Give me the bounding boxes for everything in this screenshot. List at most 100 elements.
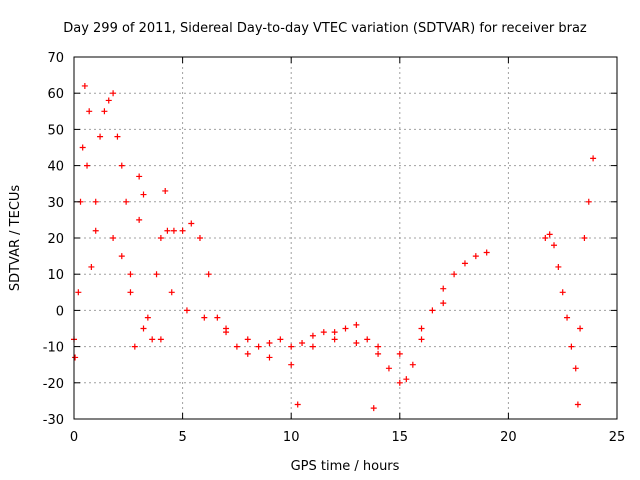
data-point [255, 343, 262, 350]
data-point [409, 361, 416, 368]
data-point [574, 401, 581, 408]
data-point [266, 354, 273, 361]
data-point [483, 249, 490, 256]
data-point [170, 227, 177, 234]
data-point [201, 314, 208, 321]
y-tick-label: 70 [47, 51, 64, 66]
data-point [140, 191, 147, 198]
data-point [577, 325, 584, 332]
data-point [331, 336, 338, 343]
data-point [183, 307, 190, 314]
data-point [105, 97, 112, 104]
data-point [353, 339, 360, 346]
data-point [88, 263, 95, 270]
y-tick-label: -20 [43, 377, 64, 392]
data-point [127, 271, 134, 278]
data-point [581, 235, 588, 241]
y-tick-label: 10 [47, 268, 64, 283]
data-point [375, 343, 382, 350]
data-point [461, 260, 468, 267]
data-point [590, 155, 597, 162]
data-point [123, 198, 130, 205]
data-point [131, 343, 138, 350]
data-point [144, 314, 151, 321]
data-point [233, 343, 240, 350]
data-point [72, 354, 79, 361]
data-point [136, 173, 143, 180]
data-point [81, 82, 88, 89]
data-point [127, 289, 134, 296]
data-point [568, 343, 575, 350]
data-point [396, 379, 403, 386]
data-point [168, 289, 175, 296]
data-point [559, 289, 566, 296]
data-point [294, 401, 301, 408]
data-point [551, 242, 558, 249]
data-point [266, 339, 273, 346]
x-tick-label: 0 [70, 430, 78, 445]
data-point [472, 253, 479, 260]
data-point [153, 271, 160, 278]
data-point [92, 227, 99, 234]
x-tick-label: 20 [500, 430, 517, 445]
data-point [86, 108, 93, 115]
data-point [564, 314, 571, 321]
y-tick-label: 0 [56, 304, 64, 319]
data-point [157, 235, 164, 241]
data-points [71, 82, 597, 412]
data-point [429, 307, 436, 314]
data-point [214, 314, 221, 321]
data-point [244, 350, 251, 357]
data-point [418, 325, 425, 332]
x-tick-label: 15 [392, 430, 409, 445]
data-point [164, 227, 171, 234]
data-point [84, 162, 91, 169]
data-point [585, 198, 592, 205]
y-tick-label: 40 [47, 160, 64, 175]
data-point [223, 325, 230, 332]
data-point [451, 271, 458, 278]
data-point [101, 108, 108, 115]
data-point [353, 321, 360, 328]
data-point [440, 300, 447, 307]
data-point [370, 405, 377, 412]
data-point [79, 144, 86, 151]
data-point [542, 235, 549, 241]
data-point [375, 350, 382, 357]
y-tick-label: -30 [43, 413, 64, 428]
x-tick-label: 25 [609, 430, 626, 445]
y-tick-label: 20 [47, 232, 64, 247]
y-tick-label: 30 [47, 196, 64, 211]
data-point [418, 336, 425, 343]
data-point [309, 343, 316, 350]
axis-ticks: 0 5 10 15 20 25 -30 -20 -10 0 10 20 30 40 50 60 70 [43, 51, 626, 445]
data-point [188, 220, 195, 227]
data-point [403, 376, 410, 383]
data-point [244, 336, 251, 343]
data-point [162, 187, 169, 194]
data-point [288, 361, 295, 368]
data-point [110, 235, 117, 241]
data-point [179, 227, 186, 234]
data-point [546, 231, 553, 238]
data-point [555, 263, 562, 270]
data-point [75, 289, 82, 296]
data-point [342, 325, 349, 332]
data-point [110, 90, 117, 97]
data-point [114, 133, 121, 140]
y-tick-label: -10 [43, 341, 64, 356]
data-point [572, 365, 579, 372]
data-point [149, 336, 156, 343]
data-point [277, 336, 284, 343]
data-point [320, 329, 327, 336]
data-point [92, 198, 99, 205]
y-tick-label: 50 [47, 123, 64, 138]
grid-lines [74, 57, 617, 419]
data-point [196, 235, 203, 241]
data-point [157, 336, 164, 343]
x-tick-label: 5 [178, 430, 186, 445]
data-point [385, 365, 392, 372]
data-point [299, 339, 306, 346]
